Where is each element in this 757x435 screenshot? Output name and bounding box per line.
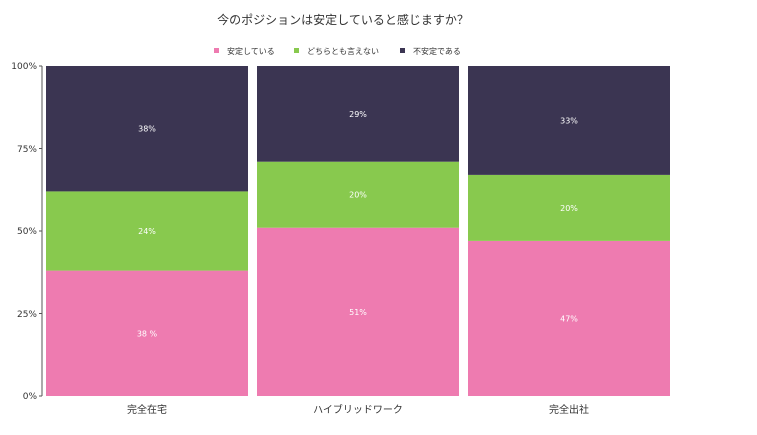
y-tick-label: 100% xyxy=(11,62,37,72)
legend-label-neutral: どちらとも言えない xyxy=(307,46,379,56)
legend-label-unstable: 不安定である xyxy=(413,46,461,56)
bar-segment xyxy=(257,66,459,162)
legend-label-stable: 安定している xyxy=(227,46,275,56)
data-label: 47% xyxy=(560,314,578,323)
chart-title: 今のポジションは安定していると感じますか？ xyxy=(217,12,469,27)
bar-segment xyxy=(468,66,670,175)
bar-segment xyxy=(257,161,459,228)
data-label: 20% xyxy=(560,204,578,213)
x-category-label: 完全出社 xyxy=(549,403,589,416)
bar-segment xyxy=(468,240,670,396)
data-label: 38 % xyxy=(137,329,158,338)
bar-segment xyxy=(46,191,248,271)
y-tick-label: 75% xyxy=(17,145,37,155)
data-label: 20% xyxy=(349,191,367,200)
legend-swatch-stable xyxy=(214,48,219,53)
data-label: 51% xyxy=(349,308,367,317)
x-category-label: ハイブリッドワーク xyxy=(313,403,403,416)
legend-swatch-unstable xyxy=(400,48,405,53)
y-tick-label: 50% xyxy=(17,227,37,237)
x-category-label: 完全在宅 xyxy=(127,403,167,416)
bar-segment xyxy=(46,66,248,192)
data-label: 29% xyxy=(349,110,367,119)
y-tick-label: 25% xyxy=(17,310,37,320)
bar-segment xyxy=(468,174,670,241)
data-label: 38% xyxy=(138,125,156,134)
data-label: 24% xyxy=(138,227,156,236)
bar-segment xyxy=(46,270,248,396)
y-tick-label: 0% xyxy=(23,392,38,402)
data-label: 33% xyxy=(560,116,578,125)
legend-swatch-neutral xyxy=(294,48,299,53)
bar-segment xyxy=(257,227,459,396)
